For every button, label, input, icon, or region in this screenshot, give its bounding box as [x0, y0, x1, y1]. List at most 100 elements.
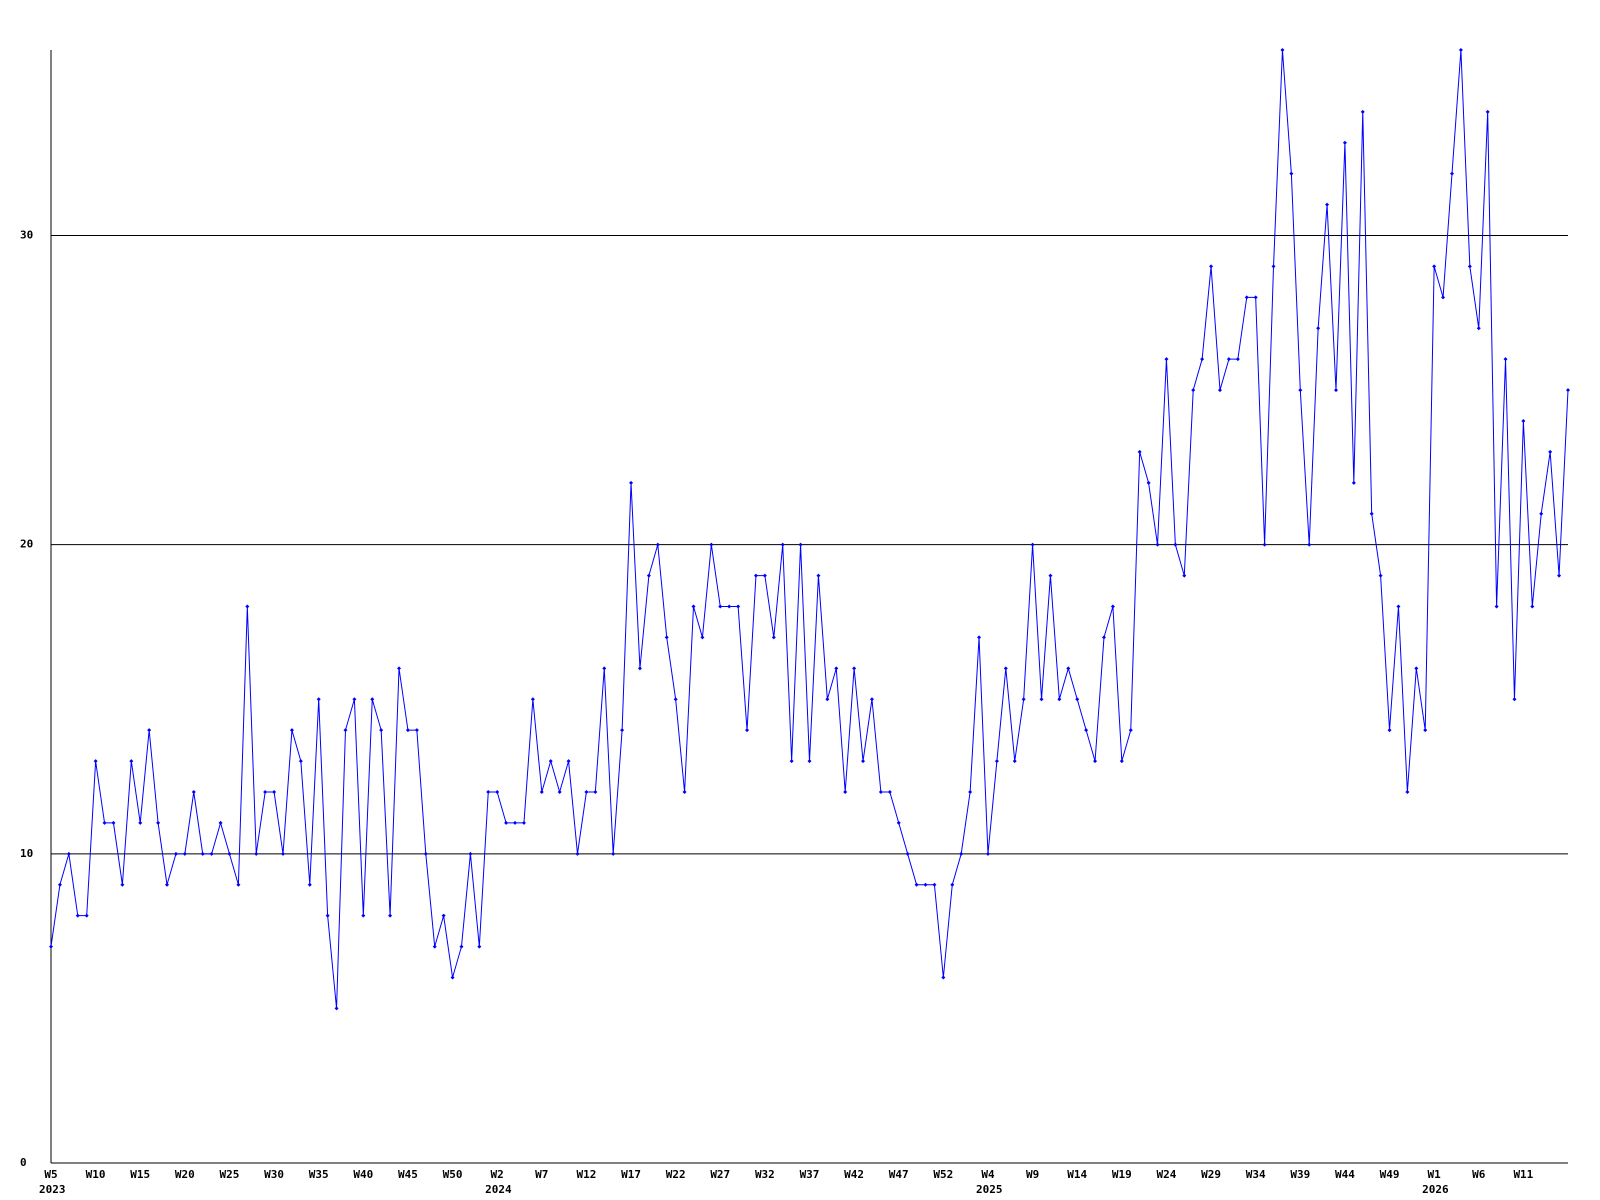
- data-point: [1164, 357, 1169, 362]
- x-tick-label: W19: [1112, 1168, 1132, 1181]
- data-point: [236, 882, 241, 887]
- data-point: [1503, 357, 1508, 362]
- data-point: [673, 697, 678, 702]
- x-tick-label: W50: [443, 1168, 463, 1181]
- data-point: [539, 790, 544, 794]
- data-point: [1316, 326, 1321, 331]
- x-year-label: 2025: [976, 1183, 1003, 1196]
- data-point: [343, 728, 348, 733]
- data-point: [825, 697, 830, 702]
- data-point: [1048, 573, 1053, 578]
- data-point: [1449, 171, 1454, 176]
- data-point: [477, 944, 482, 949]
- x-tick-label: W2: [491, 1168, 504, 1181]
- data-point: [1075, 697, 1080, 702]
- data-point: [807, 759, 812, 764]
- x-year-label: 2023: [39, 1183, 66, 1196]
- data-point: [93, 759, 98, 764]
- x-tick-label: W45: [398, 1168, 418, 1181]
- data-point: [843, 790, 848, 794]
- data-point: [1351, 480, 1356, 485]
- data-point: [111, 820, 116, 825]
- x-year-label: 2024: [485, 1183, 512, 1196]
- data-point: [1003, 666, 1008, 671]
- data-point: [593, 790, 598, 794]
- x-tick-label: W7: [535, 1168, 548, 1181]
- data-point: [1539, 511, 1544, 516]
- data-point: [950, 882, 955, 887]
- data-point: [1244, 295, 1249, 300]
- data-point: [1467, 264, 1472, 269]
- data-point: [816, 573, 821, 578]
- data-point: [1432, 264, 1437, 269]
- x-tick-label: W20: [175, 1168, 195, 1181]
- data-point: [985, 851, 990, 856]
- data-point: [584, 790, 589, 794]
- x-tick-label: W30: [264, 1168, 284, 1181]
- x-year-label: 2026: [1422, 1183, 1449, 1196]
- data-point: [1307, 542, 1312, 547]
- data-point: [941, 975, 946, 980]
- data-point: [1209, 264, 1214, 269]
- data-point: [1280, 48, 1285, 52]
- data-point: [289, 728, 294, 733]
- data-point: [218, 820, 223, 825]
- data-point: [968, 790, 973, 794]
- data-point: [405, 728, 410, 733]
- data-point: [753, 573, 758, 578]
- data-point: [798, 542, 803, 547]
- y-tick-label: 0: [20, 1156, 27, 1169]
- data-point: [1360, 109, 1365, 114]
- data-point: [745, 728, 750, 733]
- data-point: [629, 480, 634, 485]
- data-point: [959, 851, 964, 856]
- data-point: [379, 728, 384, 733]
- data-point: [57, 882, 62, 887]
- data-point: [709, 542, 714, 547]
- x-tick-label: W29: [1201, 1168, 1221, 1181]
- data-point: [1521, 419, 1526, 423]
- x-tick-label: W12: [576, 1168, 596, 1181]
- x-tick-label: W1: [1428, 1168, 1442, 1181]
- data-point: [352, 697, 357, 702]
- data-line: [50, 49, 1569, 1009]
- data-point: [1030, 542, 1035, 547]
- data-point: [200, 851, 205, 856]
- data-point: [1226, 357, 1231, 362]
- y-tick-label: 30: [20, 229, 33, 242]
- data-point: [486, 790, 491, 794]
- data-point: [736, 604, 741, 609]
- x-tick-label: W4: [981, 1168, 995, 1181]
- data-point: [887, 790, 892, 794]
- data-point: [530, 697, 535, 702]
- data-point: [495, 790, 500, 794]
- data-point: [1271, 264, 1276, 269]
- y-tick-label: 20: [20, 538, 33, 551]
- data-point: [575, 851, 580, 856]
- x-tick-label: W14: [1067, 1168, 1087, 1181]
- data-point: [432, 944, 437, 949]
- data-point: [1066, 666, 1071, 671]
- data-point: [1557, 573, 1562, 578]
- x-tick-label: W39: [1290, 1168, 1310, 1181]
- data-point: [156, 820, 161, 825]
- data-point: [655, 542, 660, 547]
- data-point: [1396, 604, 1401, 609]
- data-point: [370, 697, 375, 702]
- x-tick-label: W35: [309, 1168, 329, 1181]
- data-point: [611, 851, 616, 856]
- data-point: [718, 604, 723, 609]
- data-point: [423, 851, 428, 856]
- data-point: [165, 882, 170, 887]
- data-point: [361, 913, 366, 918]
- data-point: [1039, 697, 1044, 702]
- data-point: [459, 944, 464, 949]
- data-point: [682, 790, 687, 794]
- data-point: [182, 851, 187, 856]
- data-point: [566, 759, 571, 764]
- data-point: [1182, 573, 1187, 578]
- data-point: [1342, 140, 1347, 145]
- data-point: [637, 666, 642, 671]
- data-point: [49, 944, 53, 949]
